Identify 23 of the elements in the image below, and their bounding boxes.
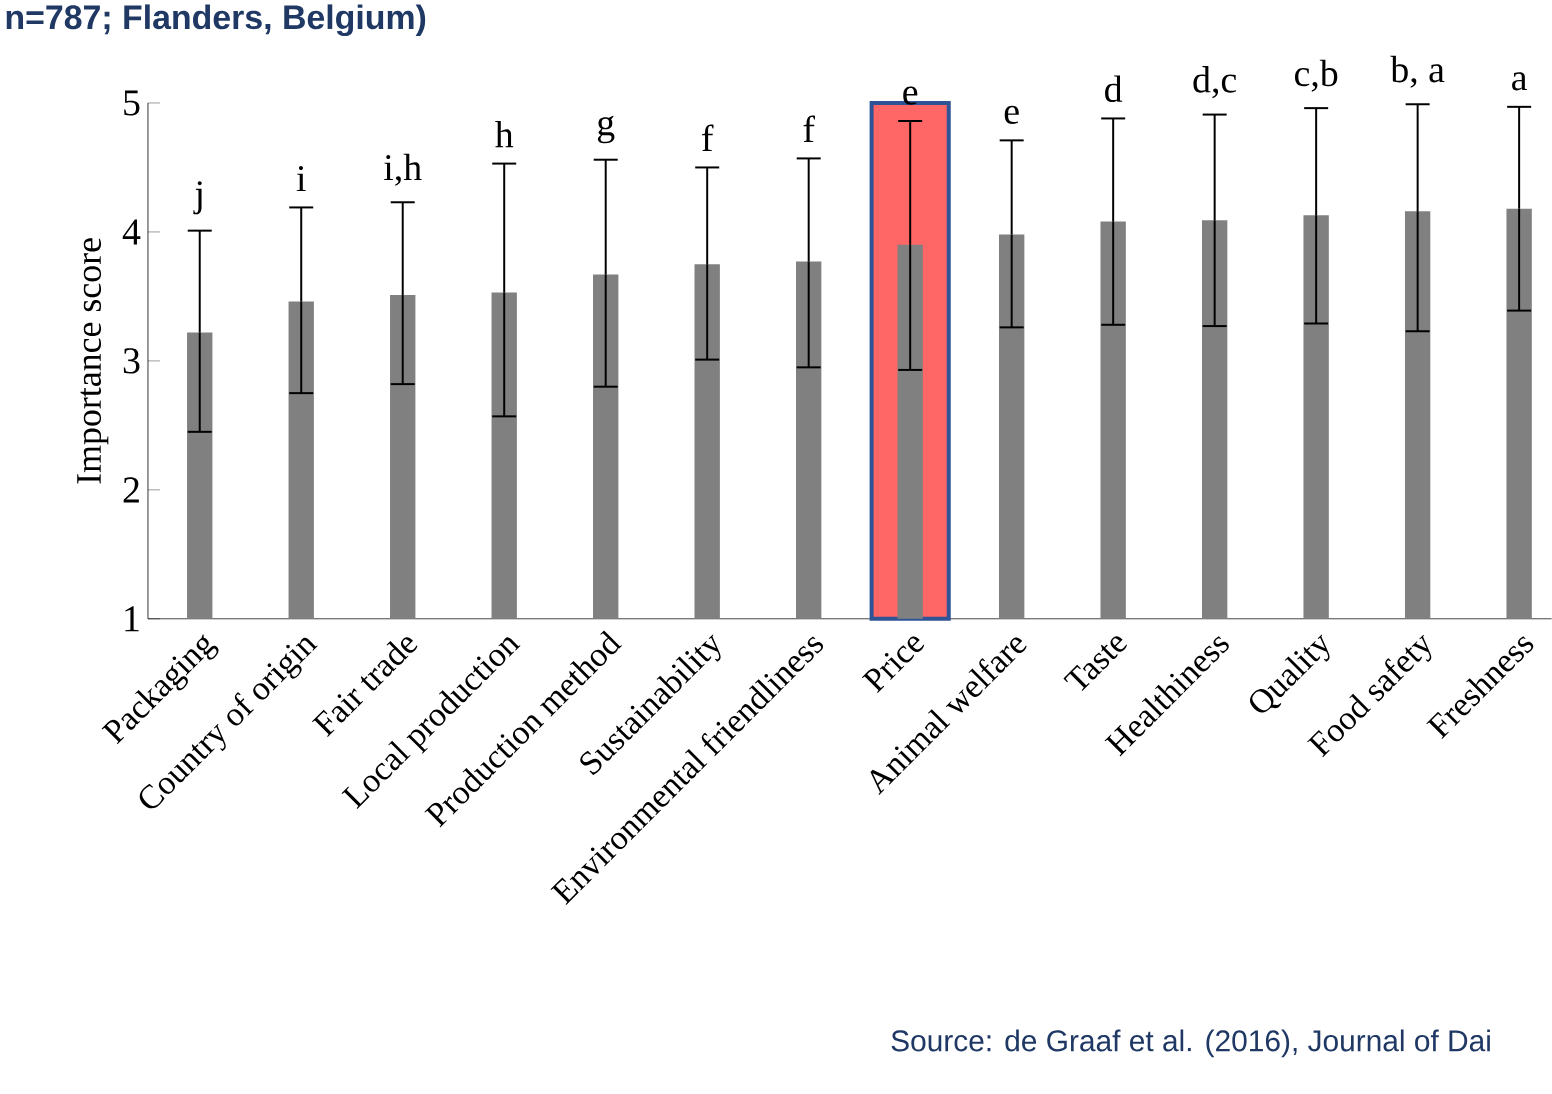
- y-tick-label: 1: [125, 606, 139, 632]
- annotation: c,b: [1294, 59, 1338, 92]
- y-tick-label: 5: [124, 90, 140, 116]
- annotation: f: [702, 124, 714, 152]
- annotation: d: [1105, 75, 1123, 103]
- x-tick-label: Price: [861, 636, 925, 694]
- y-tick-label: 2: [123, 477, 139, 503]
- annotation: i: [296, 166, 306, 192]
- annotation: d,c: [1193, 66, 1237, 99]
- annotation: e: [1004, 105, 1019, 125]
- annotation: g: [597, 115, 615, 144]
- annotation: b, a: [1390, 55, 1445, 88]
- annotation: e: [903, 86, 918, 105]
- annotation: i,h: [384, 153, 422, 187]
- annotation: a: [1512, 72, 1528, 91]
- annotation: j: [193, 181, 202, 215]
- y-axis-title: Importance score: [77, 238, 109, 484]
- chart-title: n=787; Flanders, Belgium): [6, 4, 426, 37]
- annotation: h: [495, 121, 514, 148]
- annotation: f: [803, 115, 815, 143]
- y-tick-label: 3: [123, 348, 140, 374]
- y-tick-label: 4: [122, 219, 141, 245]
- source-note: Source: de Graaf et al. (2016), Journal of Dai: [891, 1029, 1490, 1058]
